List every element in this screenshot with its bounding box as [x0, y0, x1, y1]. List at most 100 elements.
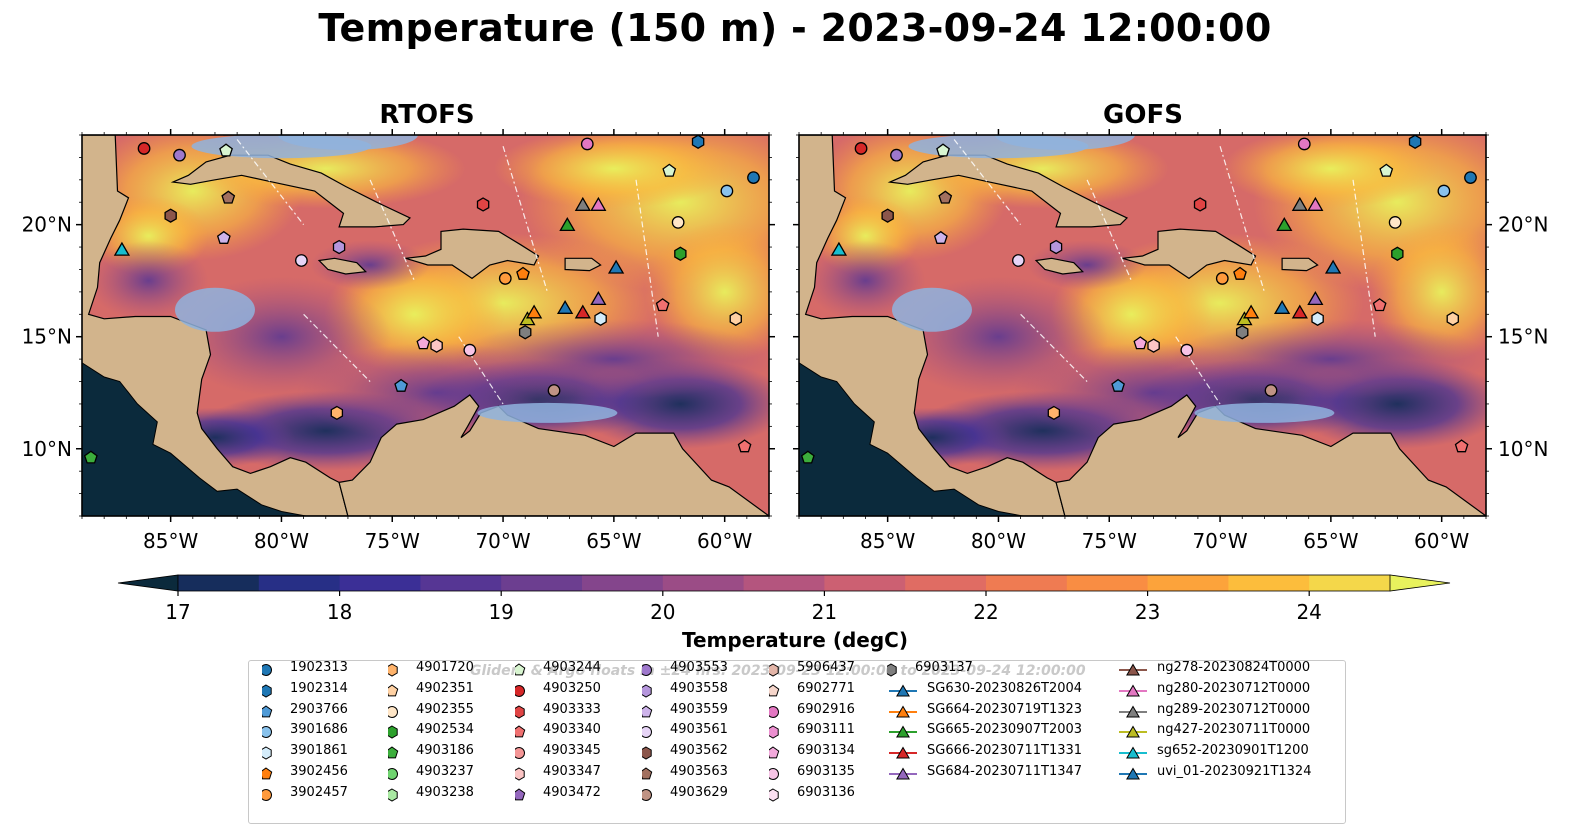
observation-markers: [83, 134, 760, 464]
land-florida: [940, 135, 998, 136]
observation-circle-marker: [890, 148, 903, 162]
legend-marker-circle-icon: [262, 726, 272, 739]
legend-marker-pentagon-icon: [642, 704, 653, 717]
lon-tick-label: 80°W: [971, 529, 1026, 553]
legend-label: SG664-20230719T1323: [927, 701, 1083, 717]
legend-marker-hexagon-icon: [515, 767, 525, 781]
legend-marker-hexagon-icon: [642, 746, 652, 760]
observation-circle-marker: [1297, 137, 1311, 151]
lon-tick-label: 70°W: [475, 529, 530, 553]
observation-hexagon-marker: [729, 311, 742, 326]
legend-label: sg652-20230901T1200: [1157, 743, 1309, 759]
colorbar-tick-label: 22: [973, 600, 999, 624]
observation-circle-marker: [1437, 184, 1451, 198]
legend-marker-triangle-icon: [889, 705, 917, 718]
colorbar-segment: [1147, 575, 1229, 591]
legend-marker-pentagon-icon: [515, 725, 526, 738]
legend-label: 4903553: [670, 660, 728, 675]
colorbar-segment: [743, 575, 825, 591]
observation-triangle-marker: [519, 311, 536, 326]
observation-pentagon-marker: [1233, 266, 1247, 280]
lon-tick-label: 65°W: [586, 529, 641, 553]
observation-pentagon-marker: [662, 163, 677, 177]
legend-marker-circle-icon: [642, 664, 652, 676]
observation-triangle-marker: [1324, 259, 1342, 274]
legend-marker-triangle-icon: [1119, 725, 1147, 738]
colorbar-segment: [905, 575, 987, 591]
observation-pentagon-marker: [516, 266, 530, 280]
legend-marker-circle-icon: [769, 705, 779, 718]
observation-hexagon-marker: [1047, 405, 1061, 421]
observation-triangle-marker: [1273, 300, 1291, 314]
legend-label: SG684-20230711T1347: [927, 764, 1083, 779]
legend-label: 4903562: [670, 743, 728, 759]
legend-marker-pentagon-icon: [388, 746, 399, 759]
colorbar-segment: [1228, 575, 1310, 591]
colorbar-tick-label: 23: [1134, 600, 1161, 624]
observation-pentagon-marker: [83, 450, 98, 464]
legend-marker-triangle-icon: [1119, 746, 1147, 759]
lat-tick-label: 15°N: [22, 325, 72, 349]
observation-circle-marker: [1215, 272, 1229, 285]
legend-label: 5906437: [797, 660, 855, 675]
observation-pentagon-marker: [394, 378, 408, 392]
observation-hexagon-marker: [594, 311, 607, 326]
legend-label: 6903111: [797, 722, 855, 738]
land-jamaica: [317, 257, 367, 275]
observation-pentagon-marker: [1111, 378, 1125, 392]
legend-marker-pentagon-icon: [769, 746, 780, 759]
legend-marker-pentagon-icon: [262, 767, 273, 780]
observation-circle-marker: [747, 171, 760, 184]
observation-hexagon-marker: [1049, 239, 1063, 255]
observation-pentagon-marker: [1454, 439, 1469, 453]
observation-circle-marker: [580, 137, 594, 151]
observation-triangle-marker: [559, 216, 576, 232]
observation-triangle-marker: [574, 196, 591, 211]
legend-label: 4903237: [416, 764, 474, 779]
legend-marker-pentagon-icon: [388, 684, 399, 697]
legend-marker-circle-icon: [515, 747, 525, 760]
legend-label: 4902351: [416, 680, 474, 696]
observation-circle-marker: [720, 184, 734, 198]
legend-marker-circle-icon: [388, 768, 398, 780]
observation-circle-marker: [137, 142, 151, 155]
legend-marker-circle-icon: [642, 788, 652, 801]
legend-label: SG665-20230907T2003: [927, 722, 1083, 738]
legend-label: 2903766: [290, 701, 348, 717]
figure-title: Temperature (150 m) - 2023-09-24 12:00:0…: [318, 6, 1272, 50]
colorbar-tick-label: 18: [326, 600, 353, 624]
map-frame: [81, 134, 770, 517]
lon-tick-label: 75°W: [1082, 529, 1137, 553]
observation-pentagon-marker: [933, 230, 948, 244]
lon-tick-label: 65°W: [1303, 529, 1358, 553]
observation-pentagon-marker: [936, 143, 950, 157]
legend-marker-pentagon-icon: [769, 684, 780, 697]
land-jamaica: [1034, 257, 1084, 275]
colorbar-tick-label: 19: [488, 600, 514, 624]
colorbar-tick-label: 24: [1296, 600, 1322, 624]
observation-circle-marker: [1464, 171, 1477, 184]
observation-circle-marker: [295, 254, 308, 267]
colorbar-segment: [501, 575, 583, 591]
land-florida: [223, 135, 281, 136]
legend-label: 1902314: [290, 680, 348, 696]
observation-circle-marker: [173, 148, 186, 162]
legend-label: uvi_01-20230921T1324: [1157, 764, 1312, 779]
colorbar-segment: [582, 575, 664, 591]
legend-marker-hexagon-icon: [769, 788, 779, 802]
legend-label: 4902534: [416, 722, 474, 738]
observation-pentagon-marker: [737, 439, 752, 453]
observation-hexagon-marker: [691, 134, 705, 149]
colorbar-tick-label: 20: [650, 600, 676, 624]
pacific-ocean: [799, 362, 1023, 516]
panel-title-gofs: GOFS: [1103, 100, 1183, 130]
observation-hexagon-marker: [332, 239, 346, 255]
lon-tick-label: 60°W: [1414, 529, 1469, 553]
lon-tick-label: 80°W: [254, 529, 309, 553]
legend-marker-triangle-icon: [1119, 663, 1147, 676]
observation-hexagon-marker: [1147, 338, 1160, 353]
observation-markers: [800, 134, 1477, 464]
colorbar-segment: [1066, 575, 1149, 591]
legend-label: 6902916: [797, 701, 855, 717]
